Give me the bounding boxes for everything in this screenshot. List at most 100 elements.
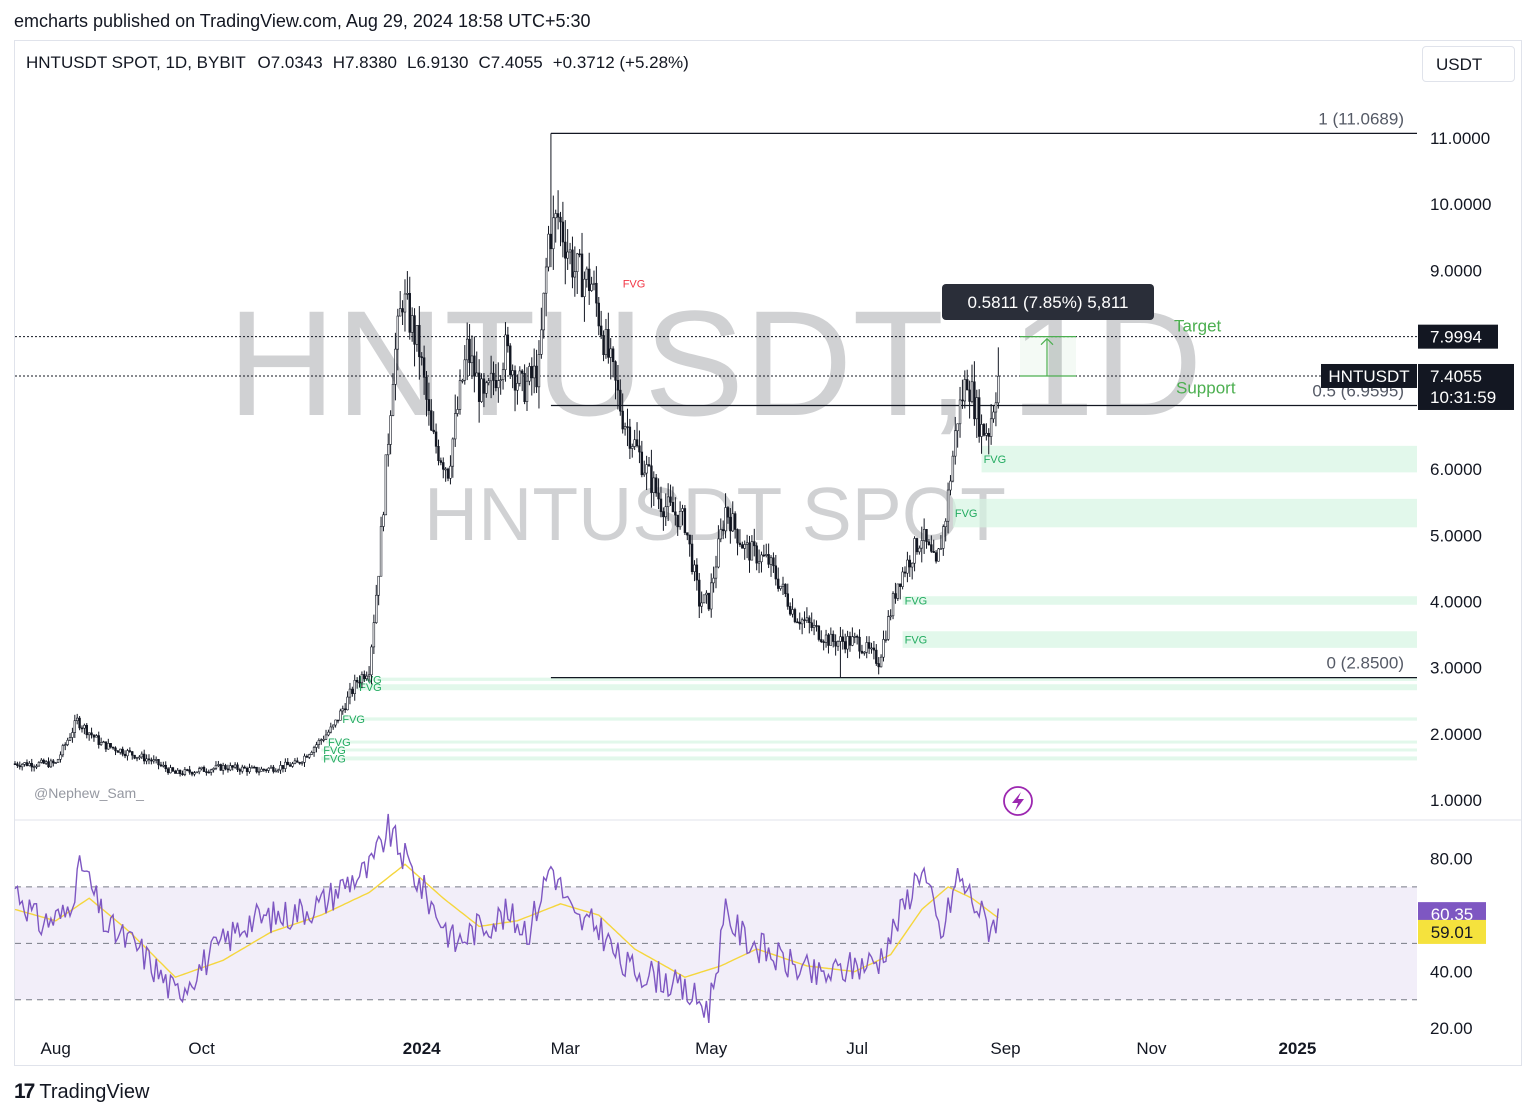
candle-down [243,766,246,769]
candle-down [619,389,622,412]
currency-button[interactable]: USDT [1422,46,1515,82]
candle-up [35,765,38,768]
candle-up [241,766,244,772]
candle-down [30,762,33,768]
candle-up [250,766,254,769]
candle-up [66,739,69,745]
candle-down [772,557,775,567]
candle-up [944,520,947,527]
candle-up [853,636,856,638]
candle-down [556,213,560,218]
fvg-zone-label: FVG [905,595,928,607]
candle-up [339,710,342,721]
candle-up [540,329,543,355]
candle-down [265,769,268,772]
candle-down [355,679,359,683]
candle-up [963,379,967,402]
candle-up [183,769,187,775]
candle-up [327,731,330,736]
candle-up [743,544,746,549]
candle-down [820,639,823,642]
candle-down [296,760,299,763]
candle-up [379,526,383,577]
candle-up [643,472,646,476]
y-tick-label: 6.0000 [1430,460,1482,479]
target-price-tag [1418,324,1498,349]
candle-up [922,529,926,541]
candle-down [190,771,194,775]
candle-down [133,754,136,759]
candle-up [489,372,493,382]
candle-down [875,649,878,664]
candle-down [131,751,134,756]
candle-up [980,424,983,437]
candle-down [930,544,933,552]
candle-down [97,735,100,745]
candle-up [836,641,840,647]
candle-down [832,633,835,642]
candle-down [786,593,789,607]
candle-down [650,465,653,493]
candle-down [690,543,694,572]
candle-down [932,551,935,553]
tradingview-logo[interactable]: 17 TradingView [14,1080,149,1104]
candle-down [473,355,476,377]
candle-down [657,492,660,500]
candle-up [487,380,490,384]
candle-up [360,674,364,684]
candle-down [686,532,689,536]
candle-down [977,397,981,437]
author-tag: @Nephew_Sam_ [34,785,144,801]
candle-up [576,253,579,273]
candle-up [169,767,172,774]
y-tick-label: 10.0000 [1430,195,1491,214]
candle-up [475,372,478,377]
y-tick-label: 5.0000 [1430,526,1482,545]
candle-up [162,764,165,767]
y-tick-label: 1.0000 [1430,791,1482,810]
fvg-zone [981,445,1417,473]
candle-up [949,480,952,491]
candle-down [427,399,431,411]
fvg-zone-label: FVG [323,745,346,757]
candle-down [343,708,347,711]
rsi-y-tick-label: 20.00 [1430,1019,1473,1038]
candle-down [432,429,435,433]
candle-up [702,594,706,604]
candle-down [513,370,517,391]
candle-down [647,464,651,467]
candle-down [521,370,524,374]
candle-up [958,399,962,425]
candle-down [571,249,574,278]
candle-down [578,253,581,256]
candle-up [454,413,457,440]
candle-down [925,529,928,543]
candle-down [434,431,438,447]
candle-up [769,557,773,565]
candle-up [865,642,868,653]
candle-up [779,585,782,589]
candle-up [293,760,297,764]
fvg-zone [321,748,1418,752]
candle-up [40,759,43,763]
candle-up [200,766,203,769]
candle-down [494,379,498,389]
candle-up [879,656,883,668]
candle-down [767,554,770,565]
candle-up [829,633,833,646]
rsi-ma-value-tag [1418,919,1486,944]
candle-down [147,758,151,761]
candle-up [451,438,455,467]
candle-down [626,426,629,428]
candle-up [221,765,225,771]
candle-down [721,529,725,532]
candle-up [851,636,854,646]
y-tick-label: 11.0000 [1430,129,1490,148]
candle-down [614,361,617,381]
countdown-text: 10:31:59 [1430,388,1496,407]
candle-down [530,366,533,379]
candle-up [61,745,65,756]
candle-down [549,233,553,250]
candle-up [717,538,720,568]
